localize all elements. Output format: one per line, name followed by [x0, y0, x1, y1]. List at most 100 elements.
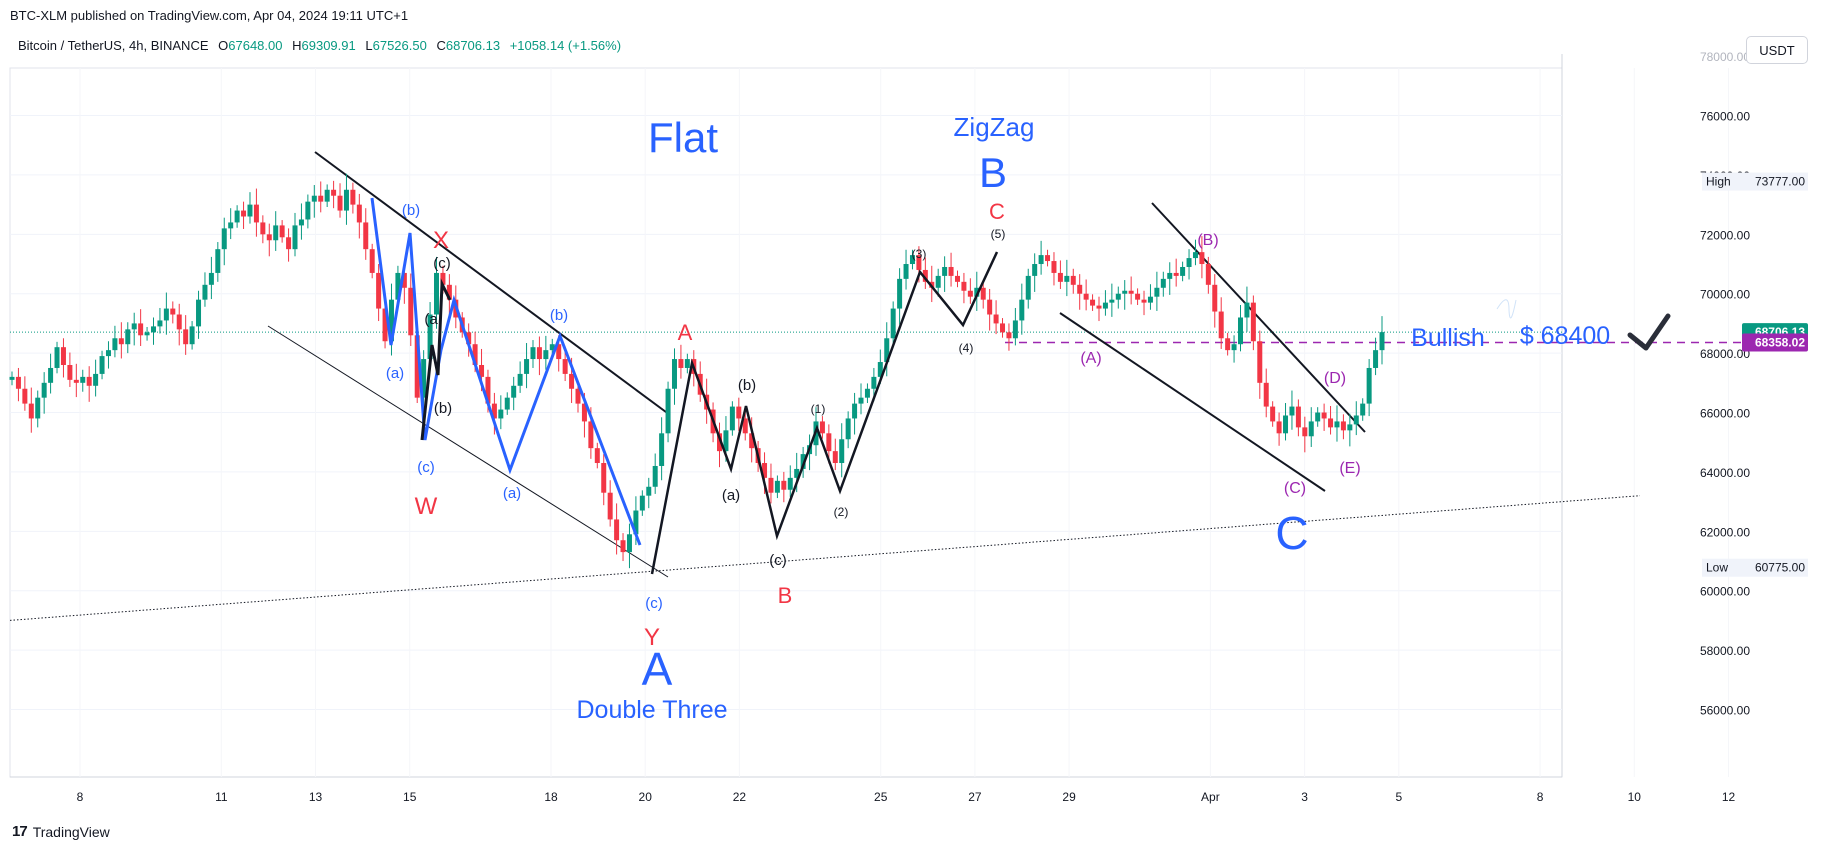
candle-body — [633, 510, 639, 535]
candle-body — [286, 237, 292, 250]
label-a-blue-1: (a) — [386, 365, 404, 382]
candle-body — [369, 249, 375, 273]
check-icon — [1627, 313, 1671, 351]
price-tick-label: 56000.00 — [1700, 704, 1750, 718]
symbol-title[interactable]: Bitcoin / TetherUS, 4h, BINANCE — [18, 38, 209, 53]
price-tag-label-low: Low — [1706, 561, 1728, 575]
candle-body — [1205, 264, 1211, 285]
candle-body — [1289, 406, 1295, 416]
candle-body — [395, 272, 401, 300]
candle-body — [144, 332, 150, 336]
label-degree-b: B — [979, 149, 1007, 196]
label-w: W — [415, 493, 438, 520]
candle-body — [157, 320, 163, 327]
candle-body — [1038, 255, 1044, 265]
time-tick-label: 22 — [733, 790, 747, 804]
candle-body — [1315, 412, 1321, 422]
label-corr-d: (D) — [1324, 370, 1346, 387]
candle-body — [266, 234, 272, 241]
brand-name: TradingView — [32, 823, 110, 840]
close-value: 68706.13 — [445, 38, 501, 53]
candlestick-series — [9, 173, 1385, 569]
candle-body — [1032, 264, 1038, 276]
candle-body — [974, 287, 980, 297]
candle-body — [337, 195, 343, 211]
label-double-three: Double Three — [576, 696, 727, 724]
time-tick-label: 29 — [1062, 790, 1076, 804]
candle-body — [363, 222, 369, 250]
candle-body — [1000, 323, 1006, 333]
time-tick-label: 25 — [874, 790, 888, 804]
candle-body — [781, 480, 787, 490]
symbol-legend: Bitcoin / TetherUS, 4h, BINANCE O67648.0… — [18, 38, 621, 53]
label-c-black-1: (c) — [433, 255, 451, 272]
label-bullish: Bullish — [1411, 324, 1485, 352]
price-axis: 76000.0074000.0072000.0070000.0068000.00… — [1700, 50, 1808, 718]
elliott-wave-paths — [370, 197, 1517, 575]
candle-body — [594, 448, 600, 464]
price-tick-label: 58000.00 — [1700, 644, 1750, 658]
candle-body — [485, 376, 491, 404]
candle-body — [1308, 421, 1314, 437]
label-wave-5: (5) — [991, 227, 1006, 241]
candle-body — [1186, 258, 1192, 267]
label-b-blue-2: (b) — [550, 307, 568, 324]
time-tick-label: 11 — [215, 790, 228, 804]
wave-path-black-2 — [650, 251, 999, 575]
candle-body — [1070, 275, 1076, 285]
label-c-black-2: (c) — [769, 552, 787, 569]
candle-body — [80, 376, 86, 383]
candle-body — [562, 359, 568, 374]
candle-body — [749, 433, 755, 449]
candle-body — [60, 347, 66, 365]
candle-body — [440, 272, 446, 285]
footer-brand[interactable]: 17 TradingView — [12, 823, 110, 840]
candle-body — [466, 332, 472, 345]
candle-body — [1231, 344, 1237, 351]
price-tick-label-partial: 78000.00 — [1700, 50, 1750, 64]
price-tag-label-high: High — [1706, 175, 1731, 189]
candle-body — [408, 287, 414, 336]
candle-body — [414, 335, 420, 398]
time-tick-label: 8 — [1537, 790, 1544, 804]
candle-body — [575, 388, 581, 404]
candle-body — [331, 189, 337, 196]
label-a-black-1: (a — [424, 311, 438, 328]
candle-body — [762, 463, 768, 478]
price-tick-label: 72000.00 — [1700, 228, 1750, 242]
candle-body — [1347, 424, 1353, 431]
wave-path-blue — [370, 197, 642, 546]
candle-body — [67, 365, 73, 380]
label-target-price: $ 68400 — [1520, 322, 1610, 350]
label-y: Y — [644, 624, 660, 651]
published-info: BTC-XLM published on TradingView.com, Ap… — [10, 8, 409, 23]
candle-body — [1109, 299, 1115, 303]
candle-body — [877, 362, 883, 377]
candle-body — [273, 225, 279, 241]
candle-body — [183, 329, 189, 345]
currency-button[interactable]: USDT — [1746, 36, 1808, 64]
candle-body — [1102, 302, 1108, 309]
candle-body — [9, 376, 15, 380]
label-c-blue-1: (c) — [417, 459, 435, 476]
candle-body — [774, 480, 780, 493]
candle-body — [1180, 266, 1186, 276]
time-tick-label: 10 — [1628, 790, 1642, 804]
candle-body — [1096, 305, 1102, 309]
candle-body — [1360, 403, 1366, 416]
time-tick-label: 18 — [544, 790, 558, 804]
label-a-black-2: (a) — [722, 487, 740, 504]
candle-body — [1263, 382, 1269, 407]
candle-body — [1283, 415, 1289, 434]
high-value: 69309.91 — [301, 38, 356, 53]
candle-body — [1199, 252, 1205, 265]
tradingview-logo-icon: 17 — [12, 823, 28, 840]
candle-body — [736, 406, 742, 419]
trend-lines — [9, 151, 1745, 621]
candle-body — [1334, 421, 1340, 428]
candle-body — [421, 359, 427, 398]
candle-body — [247, 204, 253, 217]
candle-body — [1025, 275, 1031, 300]
time-tick-label: 8 — [77, 790, 84, 804]
